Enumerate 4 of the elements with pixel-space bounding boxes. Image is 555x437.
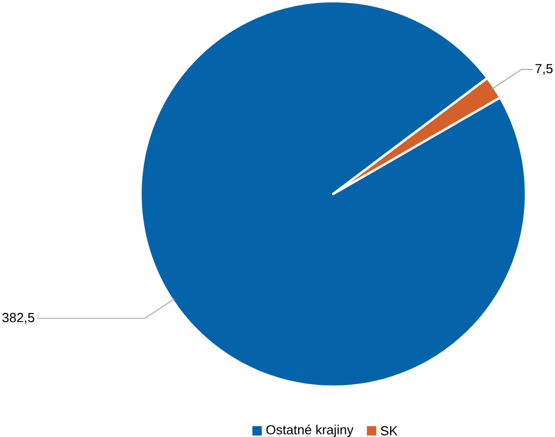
legend-label: Ostatné krajiny: [266, 424, 354, 437]
legend-label: SK: [380, 426, 398, 436]
data-label: 7,5: [536, 64, 553, 75]
data-label: 382,5: [2, 312, 34, 324]
